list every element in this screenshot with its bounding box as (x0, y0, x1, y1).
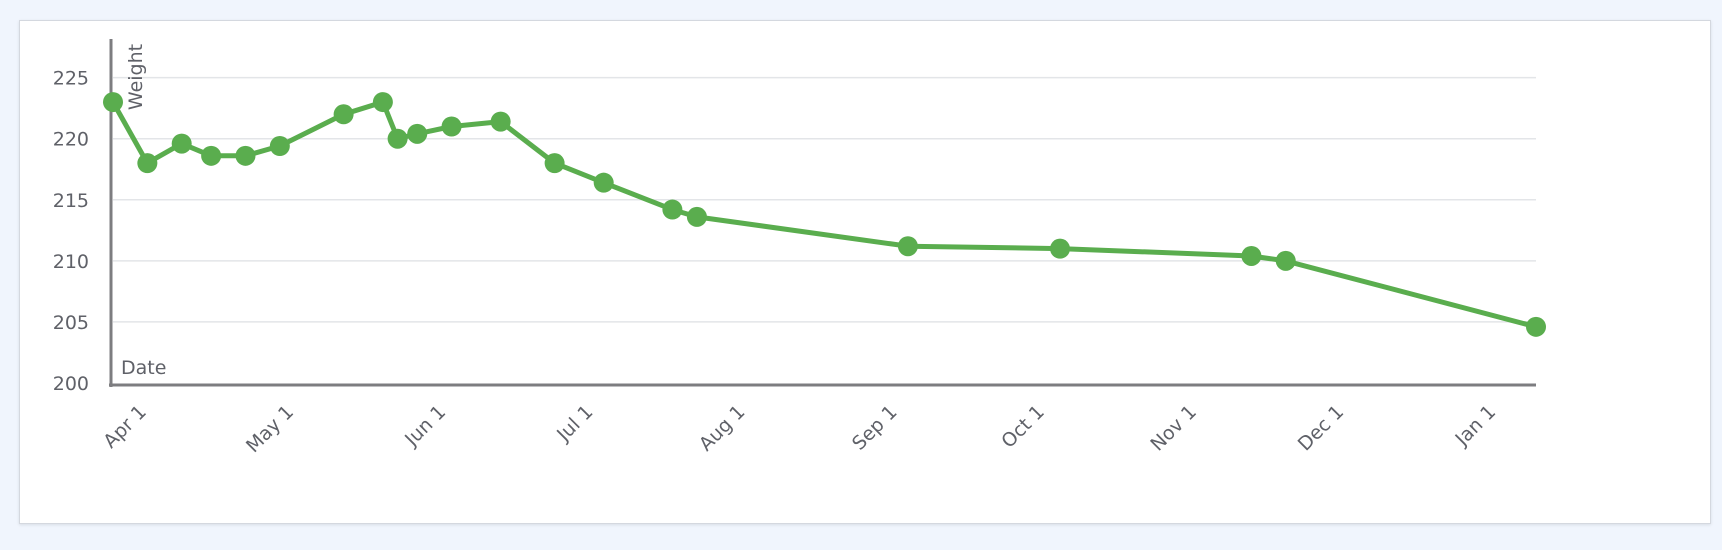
x-tick-label: Jun 1 (400, 401, 450, 451)
data-point (171, 133, 192, 154)
x-tick-label: Dec 1 (1294, 401, 1348, 455)
data-point (1050, 238, 1071, 259)
x-tick-label: Jan 1 (1450, 401, 1500, 451)
x-tick-label: Aug 1 (695, 401, 750, 456)
data-point (103, 92, 123, 113)
y-tick-label: 210 (53, 251, 89, 273)
x-tick-label: Sep 1 (848, 401, 902, 455)
y-tick-label: 220 (53, 129, 89, 151)
data-point (662, 199, 683, 220)
y-tick-label: 215 (53, 190, 89, 212)
data-point (1526, 316, 1546, 337)
x-tick-label: Oct 1 (997, 401, 1049, 453)
x-tick-label: Apr 1 (99, 401, 151, 453)
series-weight (103, 92, 1546, 337)
x-tick-label: Nov 1 (1146, 401, 1201, 456)
y-axis-tick-labels: 200 205 210 215 220 225 (53, 68, 89, 395)
y-tick-label: 200 (53, 373, 89, 395)
data-point (269, 136, 290, 157)
data-point (235, 145, 256, 166)
y-tick-label: 205 (53, 312, 89, 334)
data-point (387, 128, 408, 149)
data-point (137, 153, 158, 174)
data-point (897, 236, 918, 257)
data-point (333, 104, 354, 125)
x-axis-tick-labels: Apr 1 May 1 Jun 1 Jul 1 Aug 1 Sep 1 Oct 1 Nov 1… (99, 401, 1500, 457)
x-axis-title: Date (121, 357, 166, 379)
x-tick-label: May 1 (242, 401, 298, 457)
data-point (1275, 250, 1296, 271)
data-point (441, 116, 462, 137)
y-tick-label: 225 (53, 68, 89, 90)
data-point (1241, 245, 1262, 266)
data-point (544, 153, 565, 174)
y-axis-title: Weight (125, 44, 147, 110)
data-point (201, 145, 222, 166)
grid-lines (113, 76, 1536, 323)
data-point (372, 92, 393, 113)
series-line (110, 99, 1539, 330)
data-point (490, 111, 511, 132)
data-point (686, 206, 707, 227)
data-point (407, 123, 428, 144)
data-point (593, 172, 614, 193)
x-tick-label: Jul 1 (552, 401, 597, 446)
